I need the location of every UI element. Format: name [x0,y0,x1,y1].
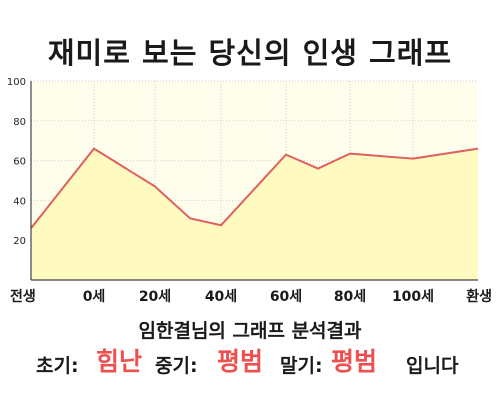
y-tick-label: 100 [7,77,26,88]
late-label: 말기: [280,355,323,377]
x-tick-label: 100세 [392,289,434,305]
life-graph-chart: 20 40 60 80 100 전생 0세 20세 40세 60세 80세 100세 환생 [7,77,492,305]
analysis-result: 초기: 힘난 중기: 평범 말기: 평범 입니다 [36,346,496,382]
middle-value: 평범 [217,347,264,376]
y-tick-label: 80 [13,117,26,128]
x-tick-label: 20세 [139,289,171,305]
x-tick-label: 환생 [466,288,492,305]
x-tick-label: 60세 [270,289,302,305]
y-tick-label: 60 [13,157,26,168]
series-line [30,147,479,229]
x-tick-label: 80세 [334,289,366,305]
analysis-title: 임한결님의 그래프 분석결과 [138,320,362,342]
ending-text: 입니다 [406,355,459,377]
y-tick-label: 40 [13,196,26,207]
x-tick-label: 전생 [10,288,36,305]
x-tick-label: 0세 [83,289,106,305]
early-label: 초기: [36,355,79,377]
x-tick-label: 40세 [205,289,237,305]
y-tick-label: 20 [13,236,26,247]
area-fill [31,148,478,280]
middle-label: 중기: [155,355,198,377]
early-value: 힘난 [96,347,143,376]
late-value: 평범 [331,347,378,376]
chart-title: 재미로 보는 당신의 인생 그래프 [47,36,453,70]
